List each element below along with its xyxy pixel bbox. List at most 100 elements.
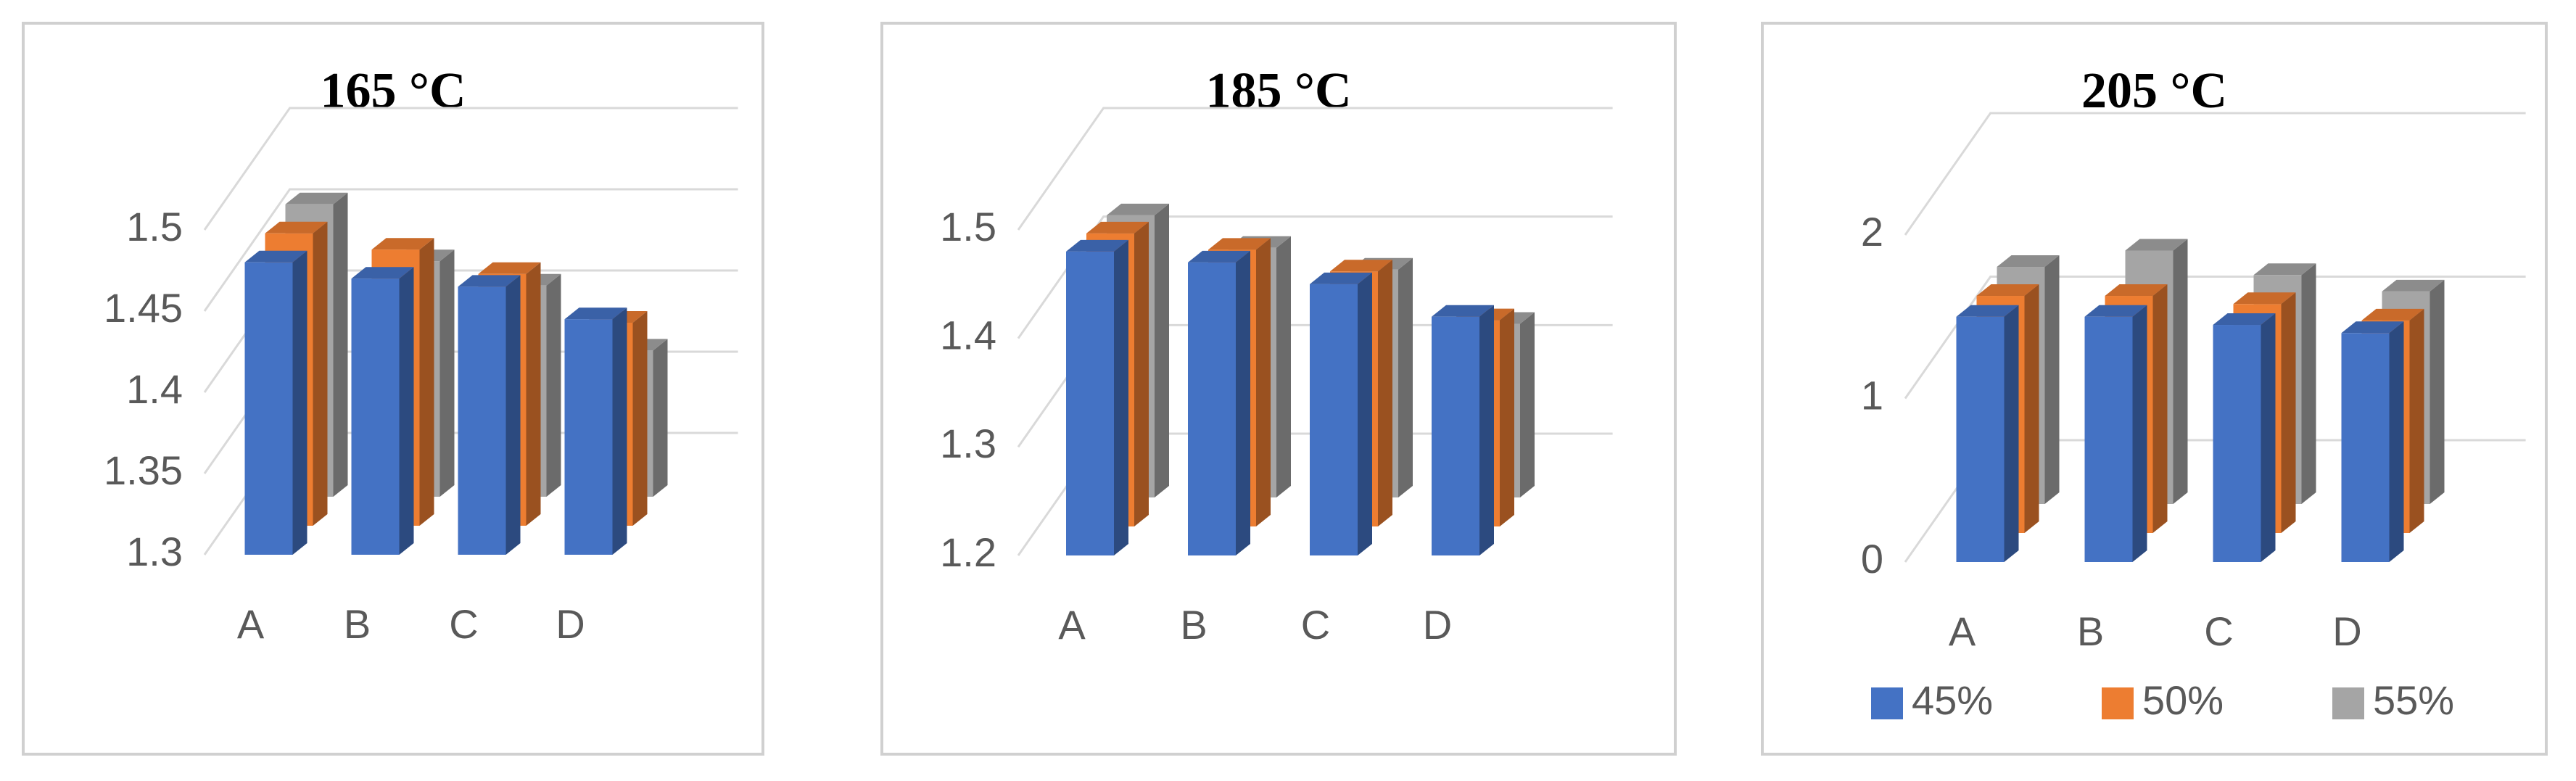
chart-title: 165 °C [320, 63, 466, 119]
bar-side [1276, 236, 1291, 497]
chart-title: 205 °C [2081, 63, 2227, 119]
x-tick-label: C [2204, 608, 2233, 654]
bar-side [1155, 203, 1169, 497]
bar-side [505, 275, 521, 555]
x-tick-label: B [1180, 602, 1207, 648]
bar-side [2281, 292, 2296, 533]
grid-line [1017, 215, 1613, 339]
bar-side [1114, 239, 1128, 555]
bar-top [1310, 272, 1372, 284]
bar [244, 262, 293, 555]
y-tick-label: 1.3 [940, 421, 996, 466]
bar-top [1066, 239, 1128, 252]
chart: 205 °C 0 1 2 A B C D 45% 50% 55% [1861, 63, 2526, 723]
bar-side [546, 273, 561, 497]
y-tick-label: 1.5 [126, 204, 183, 249]
bar-side [2173, 239, 2188, 504]
bar-top [1956, 305, 2019, 317]
bar-side [1378, 260, 1392, 526]
bar [2084, 316, 2133, 562]
bar-top [1432, 305, 1494, 317]
x-tick-label: A [237, 601, 265, 647]
bar-side [2152, 284, 2168, 533]
bar-top [1330, 260, 1392, 272]
chart: 185 °C 1.2 1.3 1.4 1.5 A B C D [940, 63, 1613, 648]
bar [1956, 316, 2005, 562]
bar-top [265, 221, 328, 234]
grid-line [1017, 107, 1613, 231]
x-tick-label: C [449, 601, 478, 647]
chart: 165 °C 1.3 1.35 1.4 1.45 1.5 A B C D [104, 63, 738, 647]
bar-side [2004, 305, 2019, 562]
x-tick-label: B [2077, 608, 2104, 654]
bar-top [2361, 308, 2424, 321]
bar-top [2382, 279, 2445, 292]
bar [1066, 251, 1114, 555]
x-tick-label: D [2332, 608, 2361, 654]
x-tick-label: C [1301, 602, 1330, 648]
y-tick-label: 1.5 [940, 204, 996, 249]
y-tick-label: 1.2 [940, 529, 996, 575]
bar-side [632, 311, 648, 526]
y-tick-label: 1.4 [126, 366, 183, 412]
bar-top [1997, 255, 2060, 268]
x-tick-label: B [344, 601, 371, 647]
bar-top [2105, 284, 2168, 297]
x-tick-label: A [1058, 602, 1086, 648]
chart-title: 185 °C [1205, 63, 1351, 119]
bar-side [1479, 305, 1494, 555]
legend-label: 50% [2142, 677, 2224, 723]
bar-side [2389, 321, 2404, 562]
bar-side [2132, 305, 2147, 562]
bar-side [2430, 279, 2445, 504]
legend-swatch [1871, 687, 1903, 719]
bar-side [1500, 308, 1514, 526]
bar [2341, 333, 2390, 562]
bar-top [2233, 292, 2296, 305]
bar-top [1188, 250, 1250, 263]
x-tick-label: A [1949, 608, 1976, 654]
bar-top [1208, 238, 1271, 250]
bar-side [333, 192, 348, 497]
bar [1432, 316, 1479, 555]
bar-top [2213, 313, 2276, 326]
bar-top [351, 267, 414, 279]
bar [351, 278, 400, 555]
bar [1188, 262, 1236, 555]
bar-side [2044, 255, 2060, 504]
bar-top [458, 275, 521, 287]
bar-side [1398, 257, 1413, 497]
y-tick-label: 1 [1861, 372, 1883, 418]
bar-top [2253, 263, 2316, 276]
y-tick-label: 0 [1861, 536, 1883, 582]
bar-top [285, 192, 348, 204]
bar-side [1236, 250, 1250, 555]
x-tick-label: D [1423, 602, 1452, 648]
bar-top [564, 307, 627, 320]
bar-side [2409, 308, 2424, 533]
bar-side [526, 262, 541, 526]
bar [2213, 325, 2261, 562]
y-tick-label: 1.35 [104, 447, 183, 493]
bar-side [653, 339, 668, 497]
x-tick-label: D [556, 601, 585, 647]
bar-side [2261, 313, 2276, 562]
bar-top [244, 250, 307, 263]
y-tick-label: 1.45 [104, 285, 183, 331]
bar-side [399, 267, 414, 555]
y-tick-label: 1.3 [126, 529, 183, 574]
bar-side [1520, 312, 1535, 497]
bar-side [439, 249, 455, 497]
legend-swatch [2332, 687, 2364, 719]
bar-side [292, 250, 307, 555]
legend-swatch [2102, 687, 2134, 719]
bar-side [612, 307, 627, 555]
bar-side [1256, 238, 1271, 526]
bar-top [371, 238, 434, 250]
y-tick-label: 1.4 [940, 312, 996, 358]
grid-line [1904, 276, 2526, 400]
grid-line [1904, 112, 2526, 236]
bar-side [1358, 272, 1372, 555]
bar-side [2301, 263, 2316, 504]
